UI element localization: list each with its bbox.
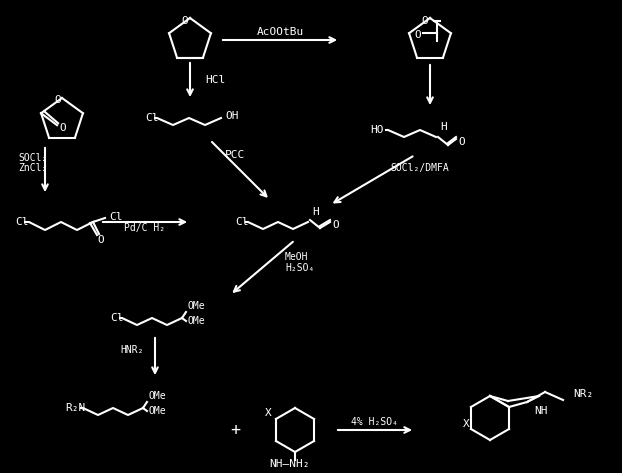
Text: O: O	[60, 123, 67, 133]
Text: Pd/C H₂: Pd/C H₂	[124, 223, 165, 233]
Text: NH—NH₂: NH—NH₂	[270, 459, 310, 469]
Text: OMe: OMe	[188, 301, 206, 311]
Text: Cl: Cl	[110, 313, 124, 323]
Text: Cl: Cl	[15, 217, 29, 227]
Text: O: O	[458, 137, 465, 147]
Text: +: +	[230, 421, 240, 439]
Text: OH: OH	[225, 111, 238, 121]
Text: PCC: PCC	[225, 150, 245, 160]
Text: HCl: HCl	[205, 75, 225, 85]
Text: X: X	[463, 419, 470, 429]
Text: 4% H₂SO₄: 4% H₂SO₄	[351, 417, 399, 427]
Text: OMe: OMe	[149, 391, 167, 401]
Text: OMe: OMe	[188, 316, 206, 326]
Text: H: H	[312, 207, 318, 217]
Text: O: O	[333, 220, 340, 230]
Text: SOCl₂/DMFA: SOCl₂/DMFA	[390, 163, 448, 173]
Text: H₂SO₄: H₂SO₄	[285, 263, 314, 273]
Text: MeOH: MeOH	[285, 252, 309, 262]
Text: AcOOtBu: AcOOtBu	[256, 27, 304, 37]
Text: ZnCl₂: ZnCl₂	[18, 163, 47, 173]
Text: O: O	[182, 16, 188, 26]
Text: NH: NH	[534, 406, 548, 416]
Text: Cl: Cl	[109, 212, 123, 222]
Text: Cl: Cl	[145, 113, 159, 123]
Text: R₂N: R₂N	[65, 403, 85, 413]
Text: HO: HO	[370, 125, 384, 135]
Text: HNR₂: HNR₂	[120, 345, 144, 355]
Text: OMe: OMe	[149, 406, 167, 416]
Text: O: O	[422, 16, 429, 26]
Text: Cl: Cl	[235, 217, 249, 227]
Text: O: O	[98, 235, 104, 245]
Text: O: O	[414, 30, 421, 40]
Text: SOCl₂: SOCl₂	[18, 153, 47, 163]
Text: H: H	[440, 122, 447, 132]
Text: O: O	[55, 95, 62, 105]
Text: X: X	[264, 408, 271, 418]
Text: NR₂: NR₂	[573, 389, 593, 399]
